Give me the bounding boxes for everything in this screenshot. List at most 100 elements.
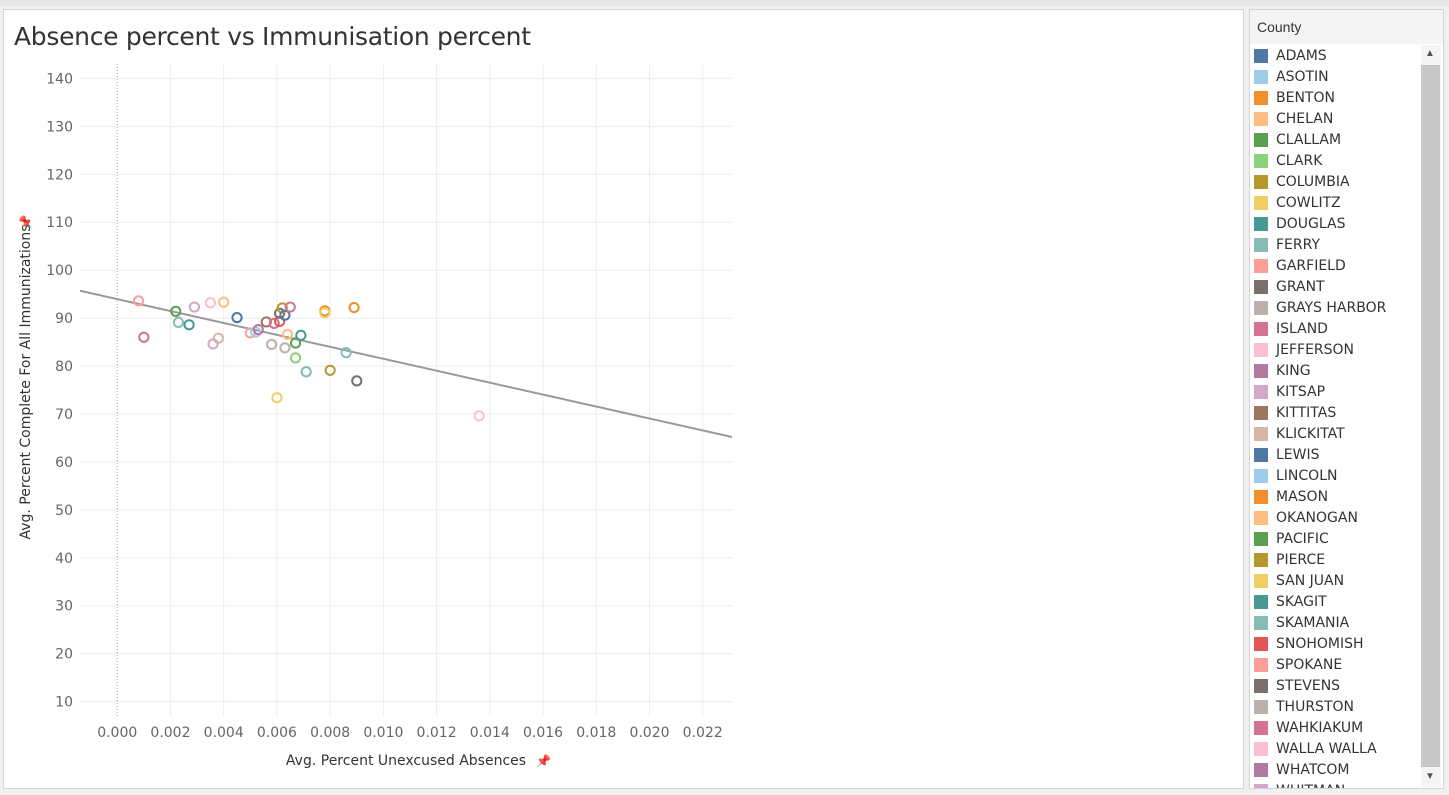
scatter-point[interactable] (132, 295, 145, 307)
legend-item[interactable]: SKAMANIA (1250, 612, 1420, 633)
scatter-point[interactable] (188, 301, 201, 313)
y-axis-pin-icon: 📌 (18, 214, 33, 229)
legend-item[interactable]: LEWIS (1250, 444, 1420, 465)
scatter-point[interactable] (281, 328, 294, 340)
scatter-point[interactable] (260, 316, 272, 328)
scatter-point[interactable] (289, 337, 302, 349)
legend-label: SNOHOMISH (1276, 635, 1364, 652)
legend-item[interactable]: MASON (1250, 486, 1420, 507)
legend-item[interactable]: KITTITAS (1250, 402, 1420, 423)
scatter-point[interactable] (340, 347, 352, 359)
legend-label: BENTON (1276, 89, 1335, 106)
legend-item[interactable]: SAN JUAN (1250, 570, 1420, 591)
legend-item[interactable]: STEVENS (1250, 675, 1420, 696)
legend-item[interactable]: KLICKITAT (1250, 423, 1420, 444)
scatter-point[interactable] (276, 302, 288, 314)
legend-item[interactable]: ASOTIN (1250, 66, 1420, 87)
legend-swatch (1254, 594, 1268, 609)
scatter-point[interactable] (138, 331, 150, 343)
legend-item[interactable]: SPOKANE (1250, 654, 1420, 675)
legend-item[interactable]: SNOHOMISH (1250, 633, 1420, 654)
legend-swatch (1254, 510, 1268, 525)
legend-item[interactable]: DOUGLAS (1250, 213, 1420, 234)
scatter-point[interactable] (289, 352, 302, 364)
scatter-point[interactable] (273, 307, 286, 319)
scatter-point[interactable] (284, 301, 296, 313)
scroll-up-icon[interactable]: ▲ (1425, 48, 1435, 59)
legend-swatch (1254, 762, 1268, 777)
scatter-point[interactable] (212, 332, 224, 344)
legend-item[interactable]: THURSTON (1250, 696, 1420, 717)
scatter-point[interactable] (319, 307, 331, 319)
scatter-point[interactable] (172, 316, 185, 329)
scatter-point[interactable] (170, 305, 182, 317)
legend-item[interactable]: ISLAND (1250, 318, 1420, 339)
legend-item[interactable]: KITSAP (1250, 381, 1420, 402)
chart-title: Absence percent vs Immunisation percent (14, 22, 531, 51)
scatter-point[interactable] (266, 338, 278, 351)
legend-item[interactable]: COWLITZ (1250, 192, 1420, 213)
legend-swatch (1254, 153, 1268, 168)
legend-scrollbar[interactable]: ▲ ▼ (1421, 45, 1441, 787)
scatter-point[interactable] (268, 317, 280, 329)
legend-label: WALLA WALLA (1276, 740, 1377, 757)
legend-item[interactable]: SKAGIT (1250, 591, 1420, 612)
legend-item[interactable]: GARFIELD (1250, 255, 1420, 276)
legend-label: WAHKIAKUM (1276, 719, 1364, 736)
legend-item[interactable]: CLARK (1250, 150, 1420, 171)
legend-item[interactable]: FERRY (1250, 234, 1420, 255)
legend-item[interactable]: LINCOLN (1250, 465, 1420, 486)
legend-item[interactable]: WAHKIAKUM (1250, 717, 1420, 738)
legend-item[interactable]: BENTON (1250, 87, 1420, 108)
y-tick-label: 100 (46, 263, 73, 279)
legend-label: KLICKITAT (1276, 425, 1345, 442)
legend-item[interactable]: COLUMBIA (1250, 171, 1420, 192)
legend-item[interactable]: PACIFIC (1250, 528, 1420, 549)
scatter-point[interactable] (300, 366, 312, 378)
legend-swatch (1254, 699, 1268, 714)
scatter-point[interactable] (183, 319, 195, 331)
legend-item[interactable]: CHELAN (1250, 108, 1420, 129)
scatter-point[interactable] (348, 301, 360, 314)
legend-item[interactable]: JEFFERSON (1250, 339, 1420, 360)
legend-item[interactable]: WHITMAN (1250, 780, 1420, 789)
legend-item[interactable]: PIERCE (1250, 549, 1420, 570)
legend-swatch (1254, 321, 1268, 336)
scatter-point[interactable] (271, 392, 283, 404)
legend-item[interactable]: GRANT (1250, 276, 1420, 297)
legend-item[interactable]: KING (1250, 360, 1420, 381)
scatter-point[interactable] (252, 323, 264, 336)
legend-swatch (1254, 48, 1268, 63)
scatter-point[interactable] (324, 364, 336, 376)
legend-item[interactable]: WHATCOM (1250, 759, 1420, 780)
scroll-down-icon[interactable]: ▼ (1425, 771, 1435, 782)
y-tick-label: 130 (46, 119, 73, 135)
legend-item[interactable]: GRAYS HARBOR (1250, 297, 1420, 318)
legend-label: PACIFIC (1276, 530, 1329, 547)
scatter-point[interactable] (231, 312, 243, 324)
scrollbar-thumb[interactable] (1421, 65, 1440, 767)
scatter-point[interactable] (218, 296, 230, 308)
scatter-point[interactable] (295, 329, 307, 341)
scatter-point[interactable] (279, 342, 291, 354)
scatter-point[interactable] (250, 326, 262, 338)
legend-swatch (1254, 111, 1268, 126)
scatter-chart[interactable]: 10 20 30 40 50 60 70 80 90 100 110 120 130 140 0.000 0.… (0, 0, 1240, 790)
legend-label: WHITMAN (1276, 783, 1345, 789)
legend-item[interactable]: OKANOGAN (1250, 507, 1420, 528)
y-tick-label: 140 (46, 71, 73, 87)
scatter-point[interactable] (473, 410, 485, 422)
legend-label: KITTITAS (1276, 404, 1337, 421)
scatter-point[interactable] (204, 297, 216, 309)
scatter-point[interactable] (279, 309, 291, 321)
legend-item[interactable]: WALLA WALLA (1250, 738, 1420, 759)
y-tick-label: 50 (55, 503, 73, 519)
legend-label: JEFFERSON (1276, 341, 1355, 358)
legend-item[interactable]: ADAMS (1250, 45, 1420, 66)
scatter-point[interactable] (207, 338, 219, 350)
legend-swatch (1254, 552, 1268, 567)
legend-item[interactable]: CLALLAM (1250, 129, 1420, 150)
legend-swatch (1254, 783, 1268, 788)
scatter-point[interactable] (351, 375, 363, 387)
y-axis-title: Avg. Percent Complete For All Immunizati… (18, 224, 34, 539)
